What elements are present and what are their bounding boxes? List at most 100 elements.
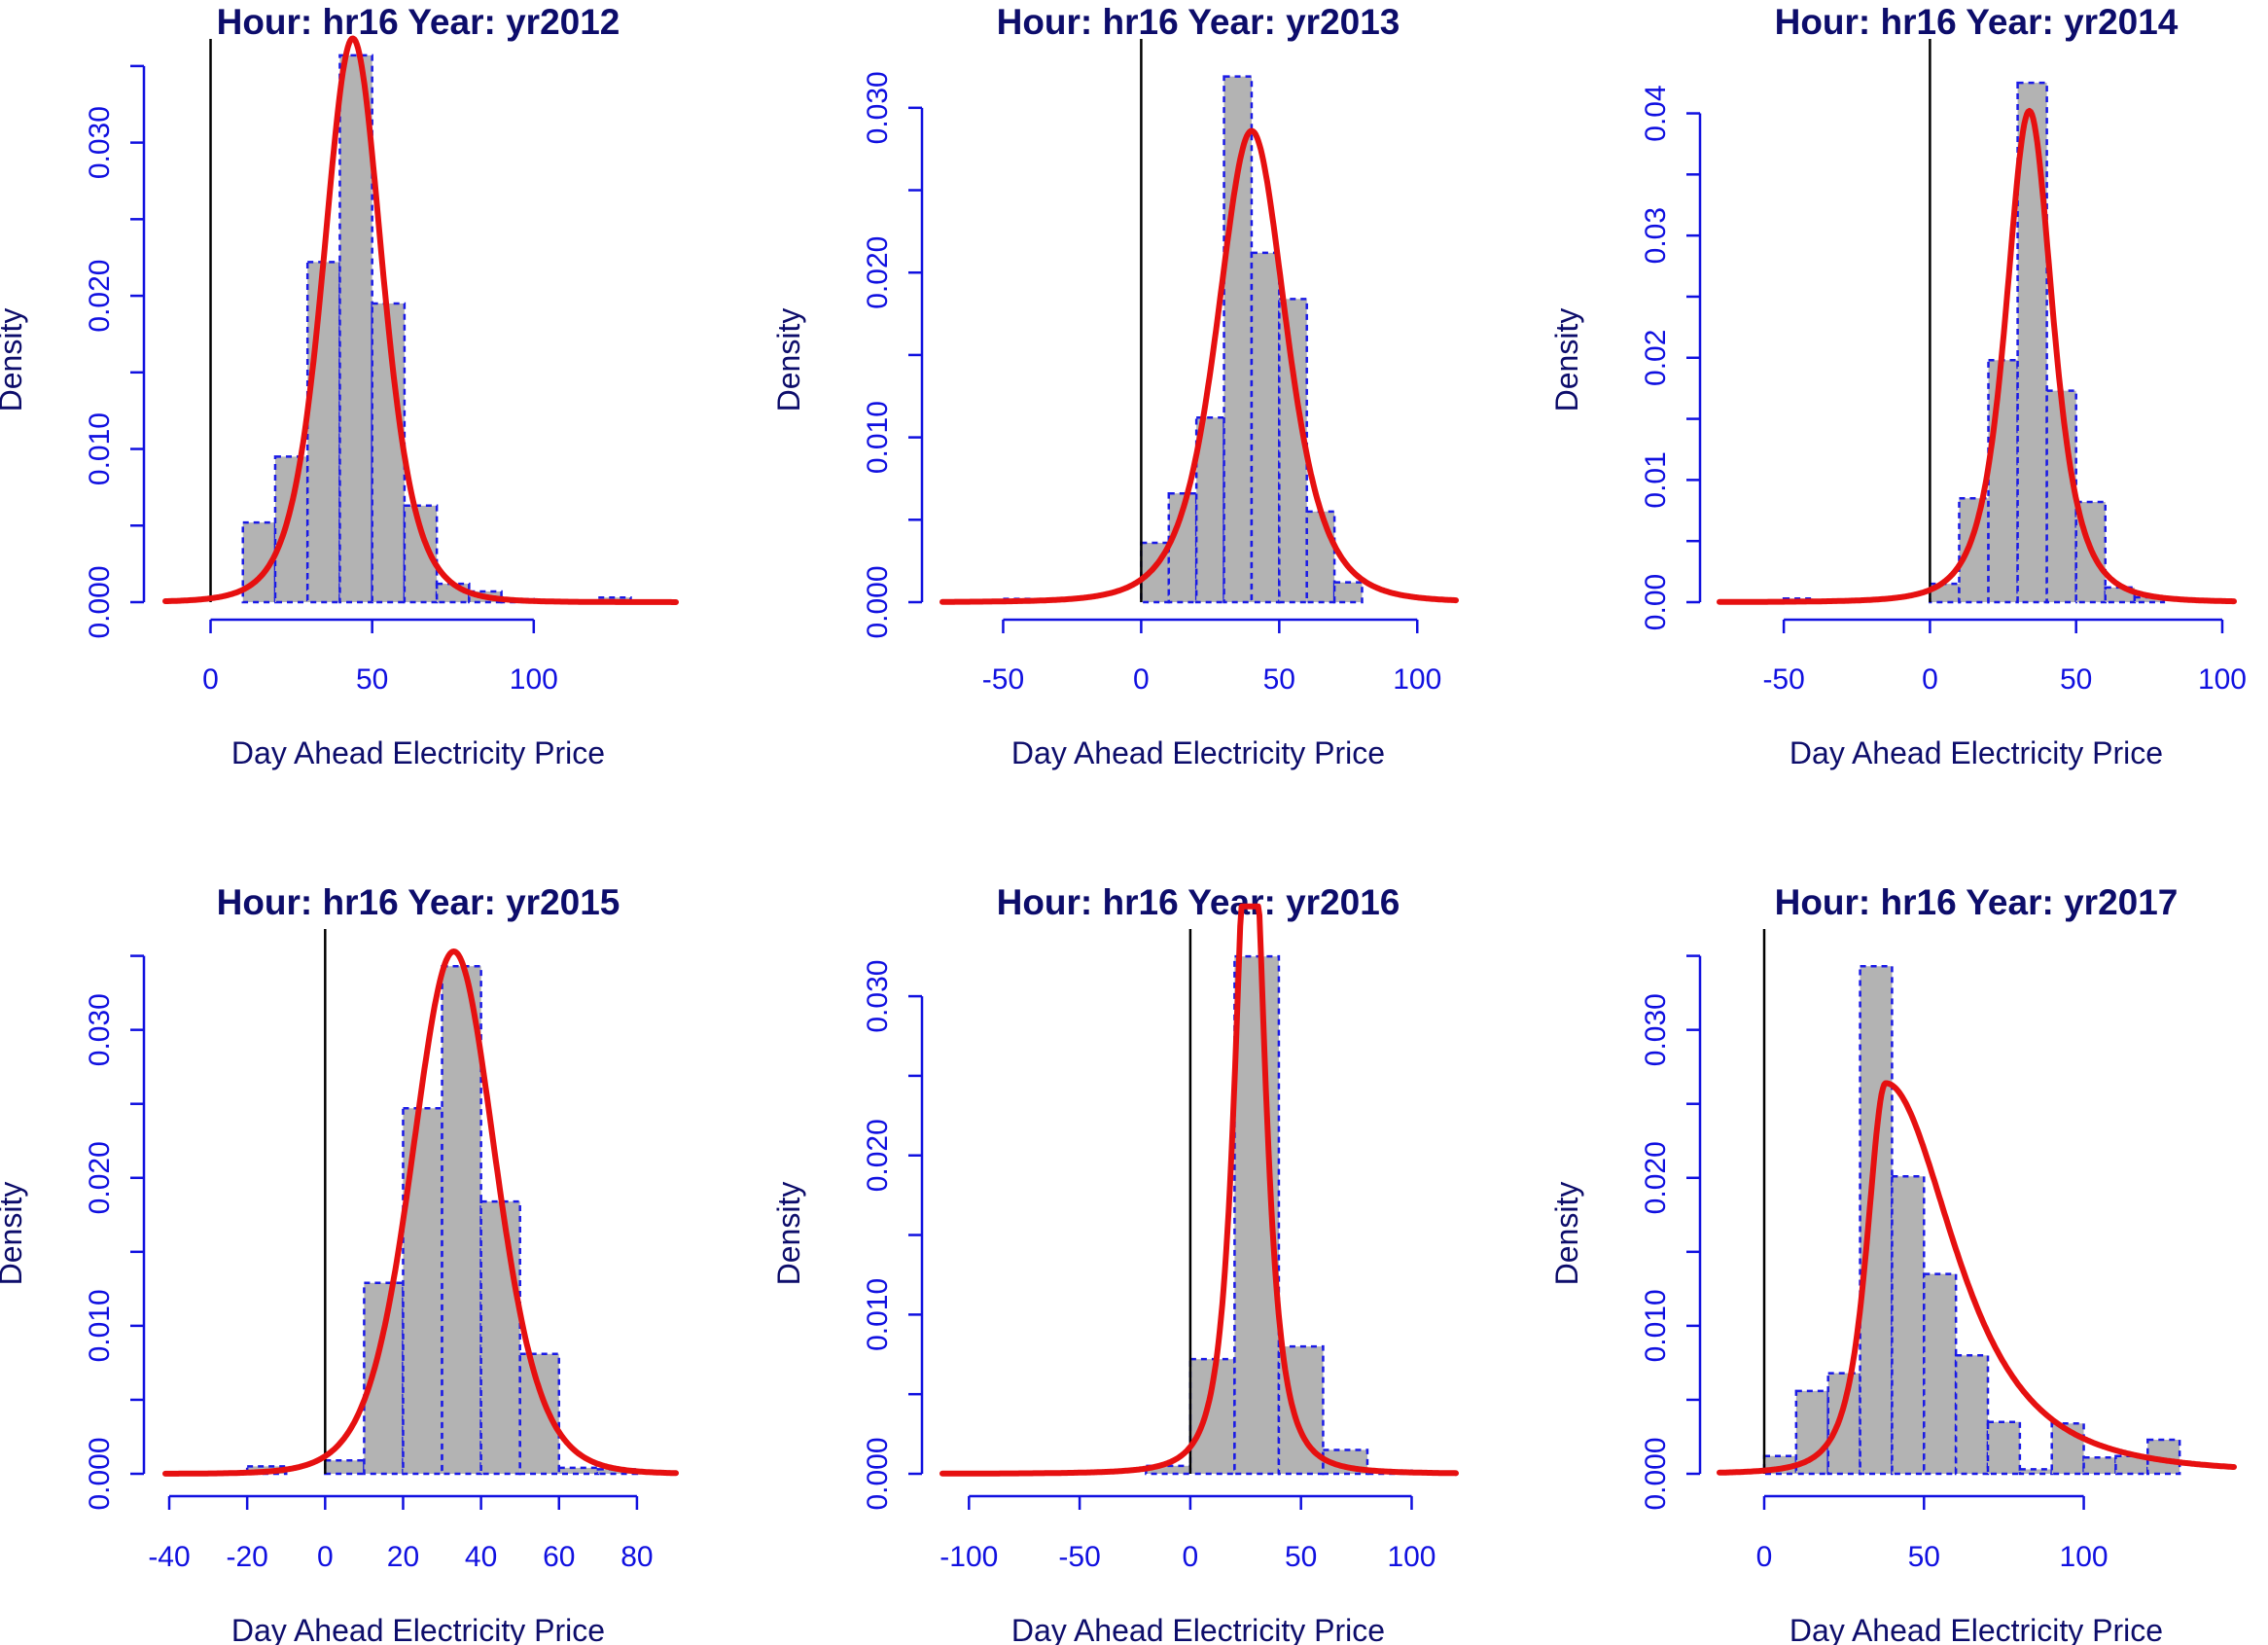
y-tick-label: 0.020	[862, 1119, 894, 1192]
histogram-bar	[441, 965, 482, 1476]
y-tick-label: 0.00	[1640, 574, 1672, 630]
histogram-bar	[557, 1466, 600, 1476]
x-tick-label: -20	[226, 1541, 267, 1573]
y-axis-label: Density	[1549, 1182, 1584, 1286]
y-tick-label: 0.030	[862, 960, 894, 1033]
histogram-panel: Hour: hr16 Year: yr2014 -50 0 50 100 0.00 0.01…	[1549, 2, 2247, 770]
x-tick-label: 0	[1756, 1541, 1773, 1573]
density-curve	[162, 948, 679, 1477]
y-tick-label: 0.01	[1640, 451, 1672, 508]
y-axis-label: Density	[771, 1182, 806, 1286]
x-tick-label: 80	[620, 1541, 653, 1573]
histogram-bar	[2082, 1456, 2117, 1476]
y-tick-label: 0.000	[84, 565, 116, 638]
x-tick-label: 0	[1183, 1541, 1199, 1573]
x-tick-label: -50	[982, 663, 1024, 696]
x-tick-label: 0	[1922, 663, 1938, 696]
histogram-bar	[305, 261, 341, 604]
x-tick-label: 0	[202, 663, 219, 696]
density-curve	[162, 35, 679, 605]
histogram-bar	[2045, 389, 2077, 604]
x-axis-label: Day Ahead Electricity Price	[1011, 1613, 1385, 1645]
histogram-bar	[1923, 1272, 1958, 1476]
y-tick-label: 0.030	[84, 993, 116, 1066]
x-tick-label: 50	[356, 663, 388, 696]
density-curve	[939, 903, 1459, 1477]
histogram-panel: Hour: hr16 Year: yr2013 -50 0 50 100 0.000 0.0…	[771, 2, 1459, 770]
y-tick-label: 0.030	[862, 71, 894, 144]
y-tick-label: 0.020	[84, 260, 116, 333]
histogram-bar	[1986, 1420, 2022, 1476]
histogram-bar	[1794, 1389, 1829, 1476]
y-tick-label: 0.000	[862, 1437, 894, 1510]
y-tick-label: 0.030	[1640, 993, 1672, 1066]
x-axis-label: Day Ahead Electricity Price	[1011, 735, 1385, 770]
x-axis-label: Day Ahead Electricity Price	[231, 1613, 605, 1645]
x-tick-label: 60	[543, 1541, 575, 1573]
histogram-bar	[324, 1459, 366, 1476]
y-tick-label: 0.010	[84, 1289, 116, 1362]
x-tick-label: -50	[1762, 663, 1804, 696]
y-tick-label: 0.020	[84, 1141, 116, 1214]
histogram-panel: Hour: hr16 Year: yr2012 0 50 100 0.000 0.010 0…	[0, 2, 679, 770]
histogram-bar	[1223, 75, 1254, 604]
panel-title: Hour: hr16 Year: yr2016	[997, 882, 1400, 922]
y-tick-label: 0.03	[1640, 207, 1672, 264]
x-axis-label: Day Ahead Electricity Price	[1790, 1613, 2163, 1645]
x-tick-label: 50	[2060, 663, 2092, 696]
y-tick-label: 0.010	[84, 412, 116, 485]
histogram-bar	[1278, 298, 1308, 604]
x-axis-label: Day Ahead Electricity Price	[231, 735, 605, 770]
x-tick-label: 100	[1387, 1541, 1435, 1573]
y-axis-label: Density	[0, 1182, 28, 1286]
panel-title: Hour: hr16 Year: yr2014	[1775, 2, 2179, 42]
histogram-bar	[1954, 1354, 1990, 1476]
panel-title: Hour: hr16 Year: yr2017	[1775, 882, 2179, 922]
y-tick-label: 0.030	[84, 106, 116, 179]
x-tick-label: 100	[2198, 663, 2247, 696]
y-axis-label: Density	[771, 308, 806, 412]
x-tick-label: 0	[317, 1541, 334, 1573]
histogram-bar	[479, 1199, 521, 1476]
histogram-bar	[273, 455, 309, 604]
histogram-bar	[1859, 965, 1894, 1476]
histogram-bar	[1332, 581, 1364, 604]
density-curve	[939, 127, 1459, 605]
density-curve	[1717, 108, 2237, 605]
x-tick-label: -100	[939, 1541, 998, 1573]
x-tick-label: 100	[2060, 1541, 2109, 1573]
x-tick-label: 0	[1133, 663, 1150, 696]
x-tick-label: 100	[510, 663, 558, 696]
y-axis-label: Density	[1549, 308, 1584, 412]
histogram-bar	[518, 1352, 561, 1476]
y-tick-label: 0.02	[1640, 330, 1672, 386]
histogram-bar	[1891, 1175, 1926, 1476]
y-tick-label: 0.04	[1640, 85, 1672, 141]
x-tick-label: 40	[465, 1541, 497, 1573]
x-tick-label: -40	[148, 1541, 190, 1573]
y-axis-label: Density	[0, 308, 28, 412]
histogram-bar	[1305, 510, 1336, 604]
histogram-bar	[2018, 1468, 2053, 1476]
histogram-panel: Hour: hr16 Year: yr2017 0 50 100 0.000 0.010 0…	[1549, 882, 2237, 1645]
histogram-bar	[1250, 251, 1281, 604]
x-tick-label: 20	[387, 1541, 419, 1573]
histogram-bar	[1826, 1372, 1861, 1476]
y-tick-label: 0.010	[862, 401, 894, 474]
x-tick-label: 50	[1285, 1541, 1317, 1573]
density-curve	[1717, 1080, 2237, 1476]
histogram-bar	[1987, 359, 2019, 604]
x-tick-label: 100	[1393, 663, 1441, 696]
histogram-panel: Hour: hr16 Year: yr2015 -40 -20 0 20 40 60 80 0.…	[0, 882, 679, 1645]
y-tick-label: 0.020	[862, 236, 894, 309]
panel-title: Hour: hr16 Year: yr2013	[997, 2, 1400, 42]
histogram-bar	[1958, 496, 1990, 604]
panel-title: Hour: hr16 Year: yr2012	[217, 2, 620, 42]
x-tick-label: -50	[1058, 1541, 1100, 1573]
y-tick-label: 0.010	[1640, 1289, 1672, 1362]
x-tick-label: 50	[1263, 663, 1295, 696]
x-tick-label: 50	[1908, 1541, 1940, 1573]
y-tick-label: 0.000	[1640, 1437, 1672, 1510]
panel-title: Hour: hr16 Year: yr2015	[217, 882, 620, 922]
